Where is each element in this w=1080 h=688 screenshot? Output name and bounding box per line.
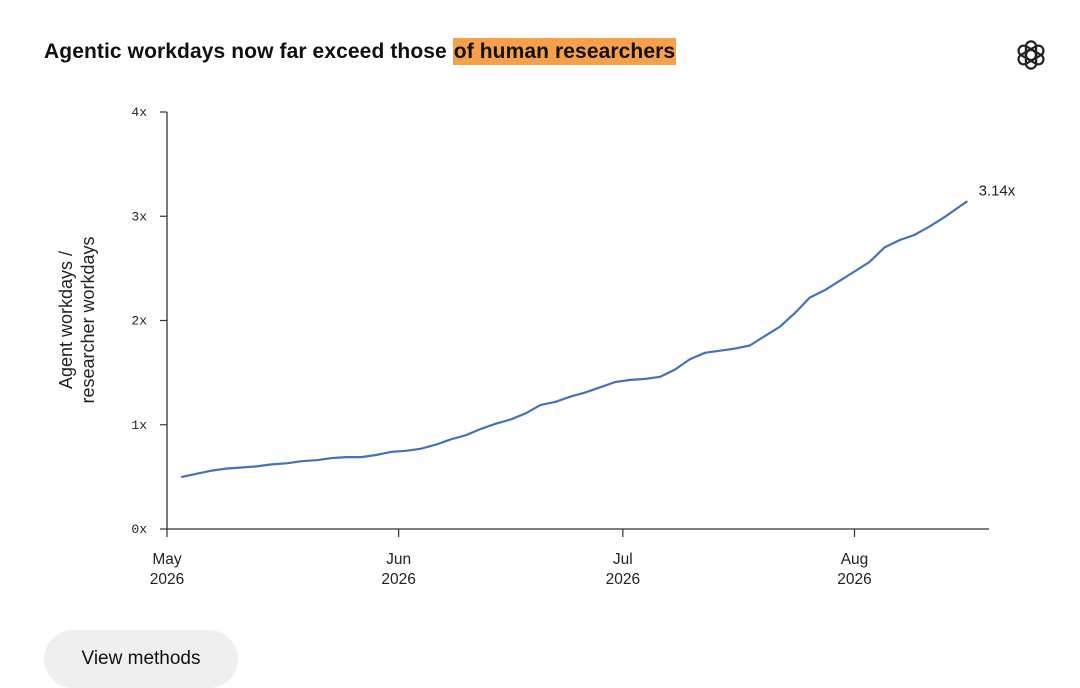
view-methods-button[interactable]: View methods [44,630,238,688]
x-ticks: May 2026 Jun 2026 Jul 2026 Aug 2026 [150,529,872,588]
y-axis-label: Agent workdays / researcher workdays [56,236,98,403]
x-tick-label: Jun 2026 [381,551,415,588]
openai-logo-icon [1017,40,1045,70]
line-chart: Agent workdays / researcher workdays 0x 1… [56,105,1016,588]
x-tick-label: Jul 2026 [606,551,640,588]
title-text: Agentic workdays now far exceed those [44,40,453,63]
series-line [180,200,968,478]
end-value-label: 3.14x [979,183,1016,200]
y-axis-label-line-1: Agent workdays / [56,251,76,389]
y-tick-label: 0x [131,522,147,537]
y-tick-label: 4x [131,105,147,120]
y-tick-label: 3x [131,209,147,224]
chart-title: Agentic workdays now far exceed those of… [44,38,677,65]
series-group: 3.14x [180,183,1016,478]
y-tick-label: 2x [131,314,147,329]
title-highlight: of human researchers [452,38,677,65]
y-ticks: 0x 1x 2x 3x 4x [131,105,167,537]
y-axis-label-line-2: researcher workdays [78,236,98,403]
y-tick-label: 1x [131,418,147,433]
x-tick-label: May 2026 [150,551,184,588]
x-tick-label: Aug 2026 [837,551,871,588]
